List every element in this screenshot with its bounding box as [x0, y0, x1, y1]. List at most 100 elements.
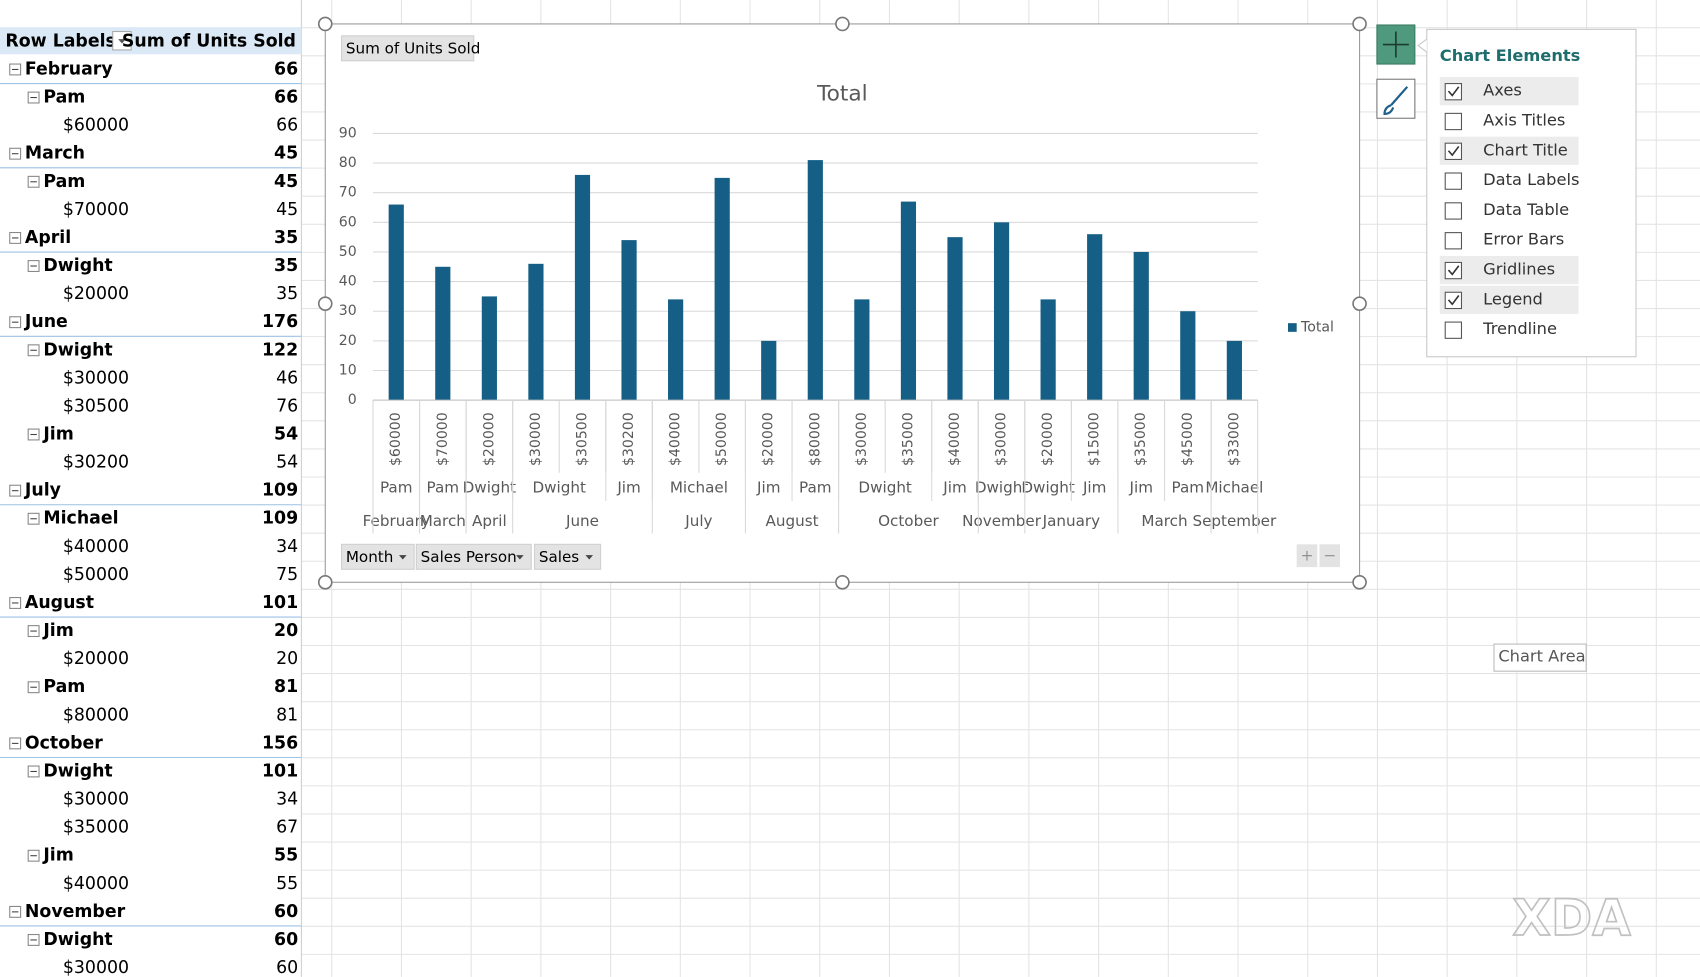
bar: [993, 222, 1010, 401]
item-label[interactable]: Data Table: [1483, 200, 1569, 219]
pivot-row-value: 66: [276, 116, 298, 136]
item-label[interactable]: Axis Titles: [1483, 110, 1565, 129]
pivot-row-value: 54: [274, 425, 298, 445]
bar: [1133, 251, 1149, 401]
month-label: November: [962, 512, 1042, 530]
month-label: October: [878, 512, 939, 530]
checkbox[interactable]: [1444, 291, 1463, 310]
checkbox[interactable]: [1444, 83, 1463, 101]
resize-handle[interactable]: [835, 16, 850, 32]
bar: [947, 237, 963, 401]
x-tick-label: $20000: [481, 412, 497, 466]
x-tick-label: $30000: [854, 412, 870, 466]
dropdown-arrow: [398, 555, 407, 560]
person-label: Michael: [1205, 478, 1263, 496]
pivot-row-label: February: [25, 59, 113, 79]
resize-handle[interactable]: [317, 574, 333, 590]
field-button-label: Sales: [539, 548, 579, 566]
checkmark: [1447, 295, 1460, 306]
y-tick-label: 40: [339, 274, 357, 290]
month-label: September: [1192, 512, 1277, 530]
bar: [1040, 299, 1056, 401]
x-tick-label: $30500: [574, 412, 590, 466]
y-tick-label: 0: [348, 392, 357, 408]
person-label: Jim: [1082, 478, 1106, 496]
x-tick-label: $40000: [947, 412, 963, 466]
x-tick-label: $45000: [1180, 412, 1196, 466]
item-label[interactable]: Data Labels: [1483, 170, 1579, 189]
checkbox[interactable]: [1444, 202, 1463, 220]
item-label[interactable]: Error Bars: [1483, 230, 1564, 249]
resize-handle[interactable]: [1352, 296, 1367, 311]
pivot-row-label: July: [24, 481, 61, 501]
pivot-row-label: March: [25, 144, 85, 164]
bar: [435, 266, 451, 401]
pivot-row-label: Jim: [42, 425, 73, 445]
pivot-row-label: Dwight: [43, 761, 112, 781]
pivot-row-label: Dwight: [43, 340, 112, 360]
person-label: Dwight: [858, 478, 912, 496]
month-label: July: [684, 512, 712, 530]
y-tick-label: 90: [339, 125, 357, 141]
resize-handle[interactable]: [1352, 16, 1367, 32]
bar: [854, 299, 870, 401]
field-button[interactable]: [415, 543, 532, 570]
pivot-row-label: Michael: [43, 509, 118, 529]
item-label[interactable]: Chart Title: [1483, 140, 1568, 159]
checkbox[interactable]: [1444, 321, 1463, 339]
checkbox[interactable]: [1444, 142, 1463, 160]
checkbox[interactable]: [1444, 172, 1463, 190]
panel-title: Chart Elements: [1440, 46, 1581, 65]
pivot-row-label: $40000: [63, 874, 129, 894]
field-button[interactable]: [340, 543, 415, 570]
plus: [1302, 550, 1312, 561]
tooltip-label: Chart Area: [1498, 647, 1585, 666]
person-label: Pam: [799, 478, 832, 496]
resize-handle[interactable]: [835, 574, 850, 590]
panel-pointer: [1417, 38, 1428, 53]
checkbox[interactable]: [1444, 232, 1463, 250]
item-label[interactable]: Axes: [1483, 81, 1522, 100]
person-label: Jim: [756, 478, 780, 496]
x-tick-label: $80000: [807, 412, 823, 466]
pivot-row-label: Jim: [42, 846, 73, 866]
pivot-row-value: 66: [274, 88, 298, 108]
bar: [761, 340, 777, 401]
checkbox[interactable]: [1444, 261, 1463, 280]
x-tick-label: $33000: [1226, 412, 1242, 466]
item-label[interactable]: Legend: [1483, 289, 1543, 308]
item-highlight: [1439, 77, 1579, 106]
person-label: Dwight: [463, 478, 517, 496]
bar: [714, 177, 730, 401]
pivot-row-value: 34: [276, 790, 298, 810]
item-label[interactable]: Trendline: [1482, 319, 1557, 338]
item-label[interactable]: Gridlines: [1483, 260, 1555, 279]
pivot-row-label: April: [25, 228, 71, 248]
pivot-row-label: Jim: [42, 621, 73, 641]
month-label: January: [1042, 512, 1100, 530]
bar: [528, 263, 544, 401]
pivot-row-value: 60: [276, 958, 298, 977]
resize-handle[interactable]: [317, 296, 333, 311]
pivot-row-value: 67: [276, 818, 298, 838]
pivot-row-value: 122: [262, 340, 298, 360]
pivot-row-value: 54: [276, 453, 298, 473]
pivot-row-value: 35: [274, 228, 298, 248]
resize-handle[interactable]: [1352, 574, 1367, 590]
legend-label: Total: [1300, 319, 1334, 335]
person-label: Jim: [942, 478, 966, 496]
pivot-row-value: 46: [276, 368, 298, 388]
y-tick-label: 10: [339, 363, 357, 379]
x-tick-label: $30200: [621, 412, 637, 466]
checkbox[interactable]: [1444, 112, 1463, 131]
plus-icon: [1382, 31, 1409, 58]
tooltip: [1493, 643, 1587, 672]
bar: [1180, 311, 1196, 401]
person-label: Dwight: [532, 478, 586, 496]
month-label: August: [766, 512, 819, 530]
resize-handle[interactable]: [317, 16, 333, 32]
month-label: March: [420, 512, 466, 530]
y-tick-label: 80: [339, 155, 357, 171]
x-tick-label: $70000: [435, 412, 451, 466]
field-button[interactable]: [340, 35, 475, 62]
